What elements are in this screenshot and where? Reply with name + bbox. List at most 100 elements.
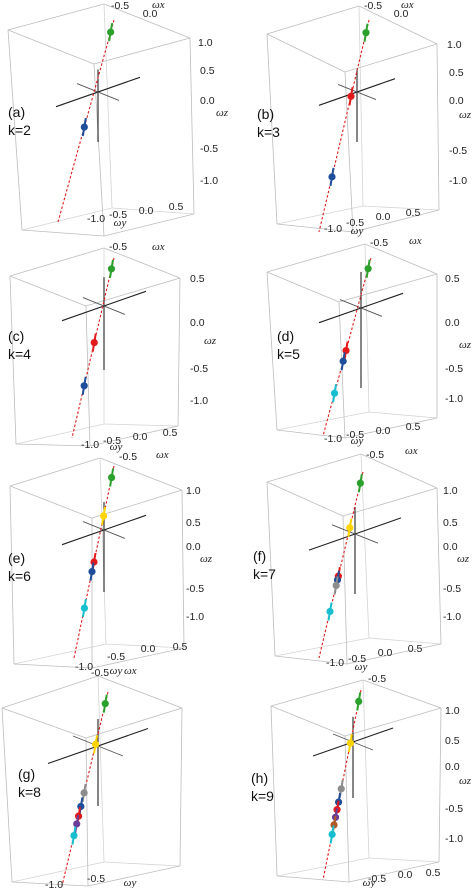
y-tick-label-a: -0.5 — [109, 209, 127, 221]
x-axis-label-g: ωx — [124, 665, 137, 677]
k-label-c: k=4 — [8, 346, 31, 362]
y-tick-label-g: -0.5 — [87, 873, 105, 885]
data-point-h-6 — [330, 821, 338, 829]
y-tick-label-c: 0.5 — [163, 427, 178, 439]
cube-edge-b — [266, 5, 360, 35]
z-axis-label-a: ωz — [216, 107, 229, 119]
data-point-c-2 — [80, 382, 88, 390]
cube-edge-a — [7, 3, 105, 31]
x-tick-label-d: -0.5 — [370, 237, 388, 249]
z-tick-label-a: 1.0 — [198, 37, 213, 49]
axis-line-depth-a — [76, 83, 120, 101]
x-tick-label-a: -0.5 — [111, 0, 129, 12]
y-axis-label-c: ωy — [110, 441, 123, 453]
y-tick-label-f: -1.0 — [326, 657, 344, 669]
cube-edge-b — [276, 223, 354, 233]
z-tick-label-d: 0.5 — [445, 273, 460, 285]
data-point-e-0 — [108, 473, 116, 482]
plot-3d-c: -0.5 -1.0 -0.5 0.0 0.5 0.5 0.0 -0.5 -1.0 ωx ωy ωz — [9, 241, 217, 453]
cube-edge-g — [97, 675, 183, 709]
cube-edge-h — [344, 735, 350, 883]
z-tick-label-e: 1.0 — [186, 485, 201, 497]
y-axis-label-h: ωy — [363, 877, 376, 888]
cube-edge-c — [9, 247, 105, 277]
cube-edge-a — [111, 207, 195, 215]
panel-e: -0.5 -1.0 -0.5 0.0 0.5 1.0 0.5 0.0 -0.5 -1.0 ωx ωy ω… — [0, 444, 237, 677]
panel-tag-h: (h) — [251, 770, 269, 786]
cube-edge-h — [276, 857, 370, 877]
cube-edge-f — [266, 481, 276, 657]
cube-edge-g — [11, 881, 89, 887]
y-tick-label-a: -1.0 — [87, 213, 105, 225]
cube-edge-a — [189, 37, 195, 215]
cube-edge-h — [270, 679, 364, 707]
cube-edge-f — [360, 453, 438, 489]
data-point-e-1 — [100, 512, 108, 520]
z-axis-label-f: ωz — [457, 553, 470, 565]
axis-line-depth-d — [339, 299, 383, 317]
plot-3d-a: -0.5 0.0 -1.0 -0.5 0.0 0.5 1.0 0.5 0.0 -0.5 -1.0 ωx… — [7, 0, 229, 237]
z-tick-label-h: -1.0 — [445, 833, 463, 845]
k-label-g: k=8 — [18, 784, 41, 800]
cube-edge-a — [93, 37, 191, 65]
cube-edge-c — [103, 247, 181, 279]
plot-3d-e: -0.5-1.0-0.50.0 0.51.00.50.0-0.5-1.0ωxωyω… — [9, 449, 213, 677]
z-tick-label-f: -0.5 — [443, 583, 461, 595]
y-tick-label-d: -0.5 — [346, 429, 364, 441]
data-point-g-5 — [73, 820, 81, 828]
z-tick-label-h: 0.5 — [445, 735, 460, 747]
y-tick-label-h: -0.5 — [368, 873, 386, 885]
z-tick-label-h: -0.5 — [445, 803, 463, 815]
x-tick-label-e: -0.5 — [119, 451, 137, 463]
z-tick-label-b: -1.0 — [449, 175, 467, 187]
x-axis-label-f: ωx — [405, 445, 418, 457]
cube-edge-h — [362, 679, 370, 859]
y-tick-label-e: -0.5 — [107, 651, 125, 663]
cube-edge-f — [266, 453, 362, 483]
z-axis-label-c: ωz — [204, 335, 217, 347]
fit-line-dashed-e — [73, 465, 115, 659]
axis-line-depth-b — [337, 83, 377, 101]
cube-edge-g — [179, 707, 183, 867]
cube-edge-d — [266, 271, 278, 431]
data-point-c-0 — [107, 265, 116, 273]
z-tick-label-d: 0.0 — [445, 317, 460, 329]
cube-edge-d — [368, 411, 438, 419]
cube-edge-d — [364, 243, 370, 413]
cube-edge-g — [11, 861, 105, 883]
y-tick-label-h: 0.0 — [398, 869, 413, 881]
z-tick-label-b: 1.0 — [447, 39, 462, 51]
panel-tag-g: (g) — [18, 766, 36, 782]
x-tick-label-c: -0.5 — [109, 241, 127, 253]
cube-edge-b — [352, 209, 440, 233]
panel-b: -0.5 0.0 -1.0 -0.5 0.0 0.5 1.0 0.5 0.0 -0.5 -1.0 ωx… — [237, 0, 474, 237]
y-tick-label-e: -1.0 — [75, 661, 93, 673]
panel-d: -0.5 -1.0 -0.5 0.0 0.5 0.5 0.0 -0.5 -1.0 ωx ωy ωz (… — [237, 222, 474, 447]
panel-c: -0.5 -1.0 -0.5 0.0 0.5 0.5 0.0 -0.5 -1.0 ωx ωy ωz (… — [0, 222, 237, 453]
y-tick-label-f: -0.5 — [348, 653, 366, 665]
cube-edge-b — [344, 43, 438, 73]
cube-edge-g — [1, 707, 13, 883]
cube-edge-h — [348, 861, 440, 883]
z-tick-label-b: -0.5 — [449, 145, 467, 157]
data-point-a-1 — [80, 123, 88, 131]
fit-line-dashed-f — [318, 471, 364, 659]
x-axis-label-e: ωx — [156, 449, 169, 461]
cube-edge-f — [266, 481, 344, 517]
y-axis-label-e: ωy — [110, 665, 123, 677]
data-point-a-0 — [107, 28, 115, 36]
y-tick-label-e: 0.0 — [141, 643, 156, 655]
y-axis-label-b: ωy — [351, 225, 364, 237]
cube-edge-f — [274, 655, 348, 665]
x-tick-label-b: -0.5 — [364, 0, 382, 12]
z-tick-label-c: -0.5 — [190, 363, 208, 375]
k-label-a: k=2 — [8, 122, 31, 138]
z-axis-label-e: ωz — [200, 553, 213, 565]
y-tick-label-d: -1.0 — [324, 433, 342, 445]
data-point-e-2 — [90, 558, 98, 566]
cube-edge-b — [362, 205, 440, 211]
y-tick-label-b: 0.5 — [406, 207, 421, 219]
x-axis-label-c: ωx — [152, 241, 165, 253]
data-point-b-0 — [362, 29, 370, 37]
cube-edge-c — [177, 277, 181, 427]
